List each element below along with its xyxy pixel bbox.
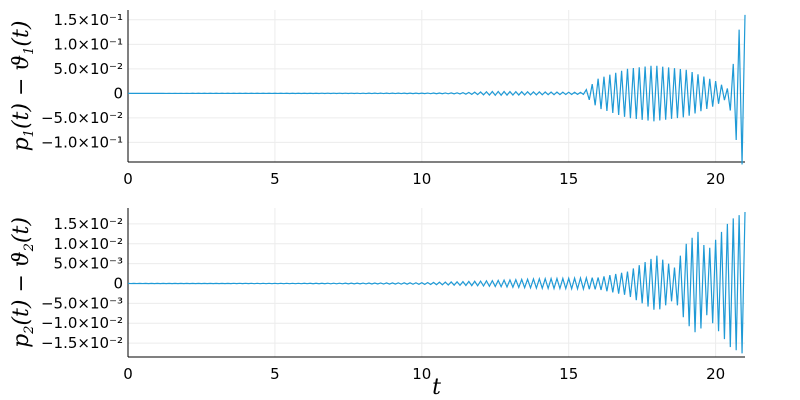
x-tick-label: 10 bbox=[412, 170, 431, 188]
y-tick-label: −1.0×10⁻¹ bbox=[41, 133, 123, 151]
y-tick-label: 1.5×10⁻² bbox=[54, 215, 123, 233]
x-tick-label: 10 bbox=[412, 365, 431, 383]
y-tick-label: 5.0×10⁻³ bbox=[54, 255, 123, 273]
y-tick-label: 1.5×10⁻¹ bbox=[54, 11, 123, 29]
x-tick-label: 0 bbox=[123, 170, 133, 188]
y-tick-label: −5.0×10⁻² bbox=[41, 109, 123, 127]
x-tick-label: 20 bbox=[706, 365, 725, 383]
bottom-panel: 0 5 10 15 201.5×10⁻²1.0×10⁻²5.0×10⁻³0−5.0×10… bbox=[9, 208, 746, 400]
top-panel: 0 5 10 15 20 1.5×10⁻¹ 1.0×10⁻¹ 5.0×10⁻² 0 −5.0×10… bbox=[9, 10, 746, 188]
x-tick-label: 20 bbox=[706, 170, 725, 188]
y-tick-label: 1.0×10⁻² bbox=[54, 235, 123, 253]
y-axis-label: p1(t) − ϑ1(t) bbox=[9, 21, 37, 152]
x-tick-label: 5 bbox=[270, 170, 280, 188]
x-axis-label: t bbox=[432, 375, 441, 400]
x-tick-label: 0 bbox=[123, 365, 133, 383]
y-tick-label: 1.0×10⁻¹ bbox=[54, 35, 123, 53]
y-tick-label: −1.5×10⁻² bbox=[41, 334, 123, 352]
x-tick-label: 5 bbox=[270, 365, 280, 383]
y-tick-label: 5.0×10⁻² bbox=[54, 60, 123, 78]
y-axis-label: p2(t) − ϑ2(t) bbox=[9, 217, 37, 348]
x-tick-label: 15 bbox=[559, 170, 578, 188]
y-tick-label: 0 bbox=[113, 274, 123, 292]
y-tick-label: 0 bbox=[113, 84, 123, 102]
series-line bbox=[127, 211, 746, 354]
y-tick-label: −5.0×10⁻³ bbox=[41, 294, 123, 312]
series-line bbox=[127, 14, 746, 165]
y-tick-label: −1.0×10⁻² bbox=[41, 314, 123, 332]
x-tick-label: 15 bbox=[559, 365, 578, 383]
